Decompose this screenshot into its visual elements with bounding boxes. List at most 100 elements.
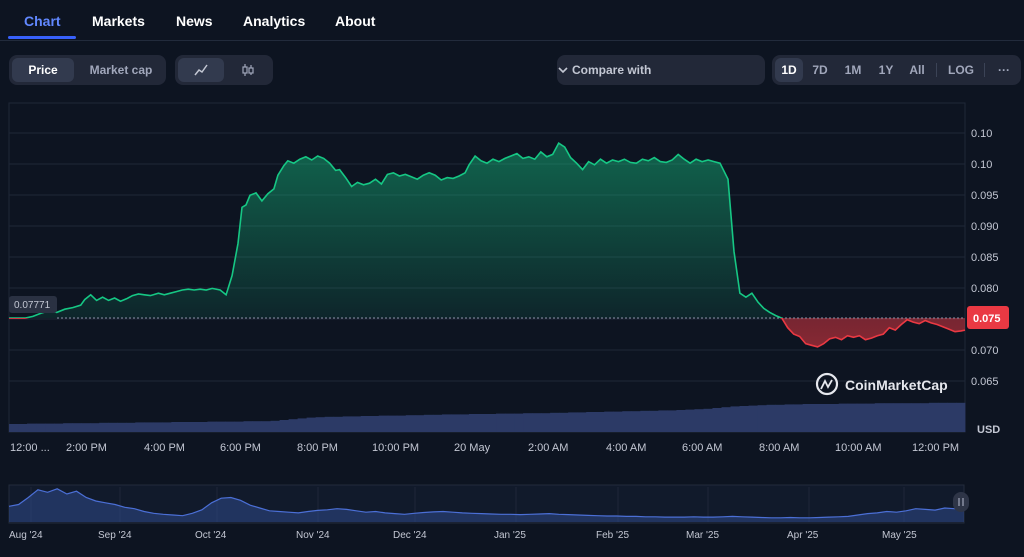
volume-bar — [369, 416, 380, 432]
navigator-month-label: Aug '24 — [9, 530, 43, 541]
volume-bar — [216, 421, 226, 432]
volume-bar — [748, 405, 758, 432]
y-tick-label: 0.090 — [971, 221, 999, 233]
volume-bar — [108, 422, 118, 432]
compare-with-dropdown[interactable]: Compare with — [557, 55, 765, 85]
volume-bar — [919, 403, 930, 432]
volume-bar — [306, 417, 317, 432]
range-1d-button[interactable]: 1D — [775, 58, 803, 82]
range-all-button[interactable]: All — [909, 63, 925, 77]
tab-markets[interactable]: Markets — [92, 13, 145, 29]
volume-bar — [90, 423, 100, 432]
volume-bar — [514, 413, 524, 432]
volume-bar — [784, 404, 795, 432]
volume-bar — [144, 422, 154, 432]
volume-bar — [135, 422, 145, 432]
volume-bar — [324, 416, 335, 432]
volume-bar — [171, 422, 181, 432]
x-tick-label: 12:00 ... — [10, 442, 50, 454]
volume-bar — [775, 404, 786, 432]
volume-bar — [559, 412, 569, 432]
candlestick-icon — [242, 64, 254, 76]
x-tick-label: 20 May — [454, 442, 491, 454]
volume-bar — [414, 415, 425, 432]
volume-bar — [910, 403, 921, 432]
navigator-month-label: May '25 — [882, 530, 917, 541]
volume-bar — [198, 422, 208, 432]
volume-bar — [72, 423, 82, 432]
navigator-line — [8, 488, 965, 519]
candlestick-button[interactable] — [226, 58, 270, 82]
y-tick-label: 0.065 — [971, 376, 999, 388]
price-marketcap-toggle: Price Market cap — [9, 55, 166, 85]
navigator[interactable]: Aug '24 Sep '24 Oct '24 Nov '24 Dec '24 Jan '… — [8, 484, 969, 541]
volume-bar — [901, 403, 912, 432]
volume-bar — [153, 422, 163, 432]
range-7d-button[interactable]: 7D — [812, 63, 828, 77]
x-tick-label: 6:00 AM — [682, 442, 722, 454]
volume-bar — [405, 415, 416, 432]
volume-bar — [937, 402, 948, 432]
volume-bar — [541, 413, 551, 432]
volume-bar — [207, 421, 217, 432]
volume-bar — [568, 412, 578, 432]
volume-bar — [117, 422, 127, 432]
volume-bar — [333, 416, 344, 432]
volume-bar — [721, 407, 731, 432]
compare-with-label: Compare with — [572, 63, 652, 77]
volume-bar — [189, 422, 199, 432]
volume-bar — [63, 423, 73, 432]
volume-bar — [180, 422, 190, 432]
volume-bar — [955, 402, 966, 432]
chevron-down-icon — [558, 67, 568, 74]
volume-bar — [378, 415, 389, 432]
volume-bar — [631, 411, 641, 432]
volume-bar — [441, 414, 452, 432]
volume-bar — [532, 413, 542, 432]
volume-bar — [505, 413, 515, 432]
volume-bar — [351, 416, 362, 432]
volume-bar — [856, 403, 867, 432]
market-cap-button[interactable]: Market cap — [89, 63, 153, 77]
volume-bar — [270, 420, 280, 432]
divider — [984, 63, 985, 77]
volume-bar — [342, 416, 353, 432]
volume-bar — [243, 421, 253, 432]
y-tick-label: 0.10 — [971, 159, 992, 171]
volume-bar — [297, 418, 308, 432]
volume-bar — [820, 404, 831, 432]
volume-bar — [802, 404, 813, 432]
volume-bar — [946, 402, 957, 432]
tab-chart[interactable]: Chart — [24, 13, 61, 29]
volume-bar — [613, 411, 623, 432]
range-1m-button[interactable]: 1M — [844, 63, 862, 77]
y-tick-label: 0.085 — [971, 252, 999, 264]
x-tick-label: 4:00 PM — [144, 442, 185, 454]
more-options-button[interactable]: ··· — [998, 63, 1010, 77]
volume-bar — [225, 421, 235, 432]
top-tab-bar: Chart Markets News Analytics About — [0, 0, 1024, 41]
volume-bar — [604, 411, 614, 432]
baseline-label-box — [9, 296, 57, 313]
x-tick-label: 10:00 AM — [835, 442, 881, 454]
tab-analytics[interactable]: Analytics — [243, 13, 306, 29]
tab-about[interactable]: About — [335, 13, 376, 29]
tab-news[interactable]: News — [176, 13, 213, 29]
volume-bar — [649, 410, 659, 432]
navigator-handle[interactable] — [953, 492, 969, 512]
price-button[interactable]: Price — [12, 58, 74, 82]
line-chart-button[interactable] — [178, 58, 224, 82]
volume-bar — [595, 412, 605, 432]
volume-bars — [9, 402, 966, 432]
y-tick-label: 0.10 — [971, 128, 992, 140]
volume-bar — [36, 423, 46, 432]
navigator-month-label: Oct '24 — [195, 530, 227, 541]
chart-type-toggle — [175, 55, 273, 85]
log-scale-button[interactable]: LOG — [948, 63, 974, 77]
volume-bar — [622, 411, 632, 432]
range-1y-button[interactable]: 1Y — [878, 63, 894, 77]
navigator-month-label: Feb '25 — [596, 530, 629, 541]
volume-bar — [703, 408, 713, 432]
coinmarketcap-logo: CoinMarketCap — [815, 372, 948, 396]
